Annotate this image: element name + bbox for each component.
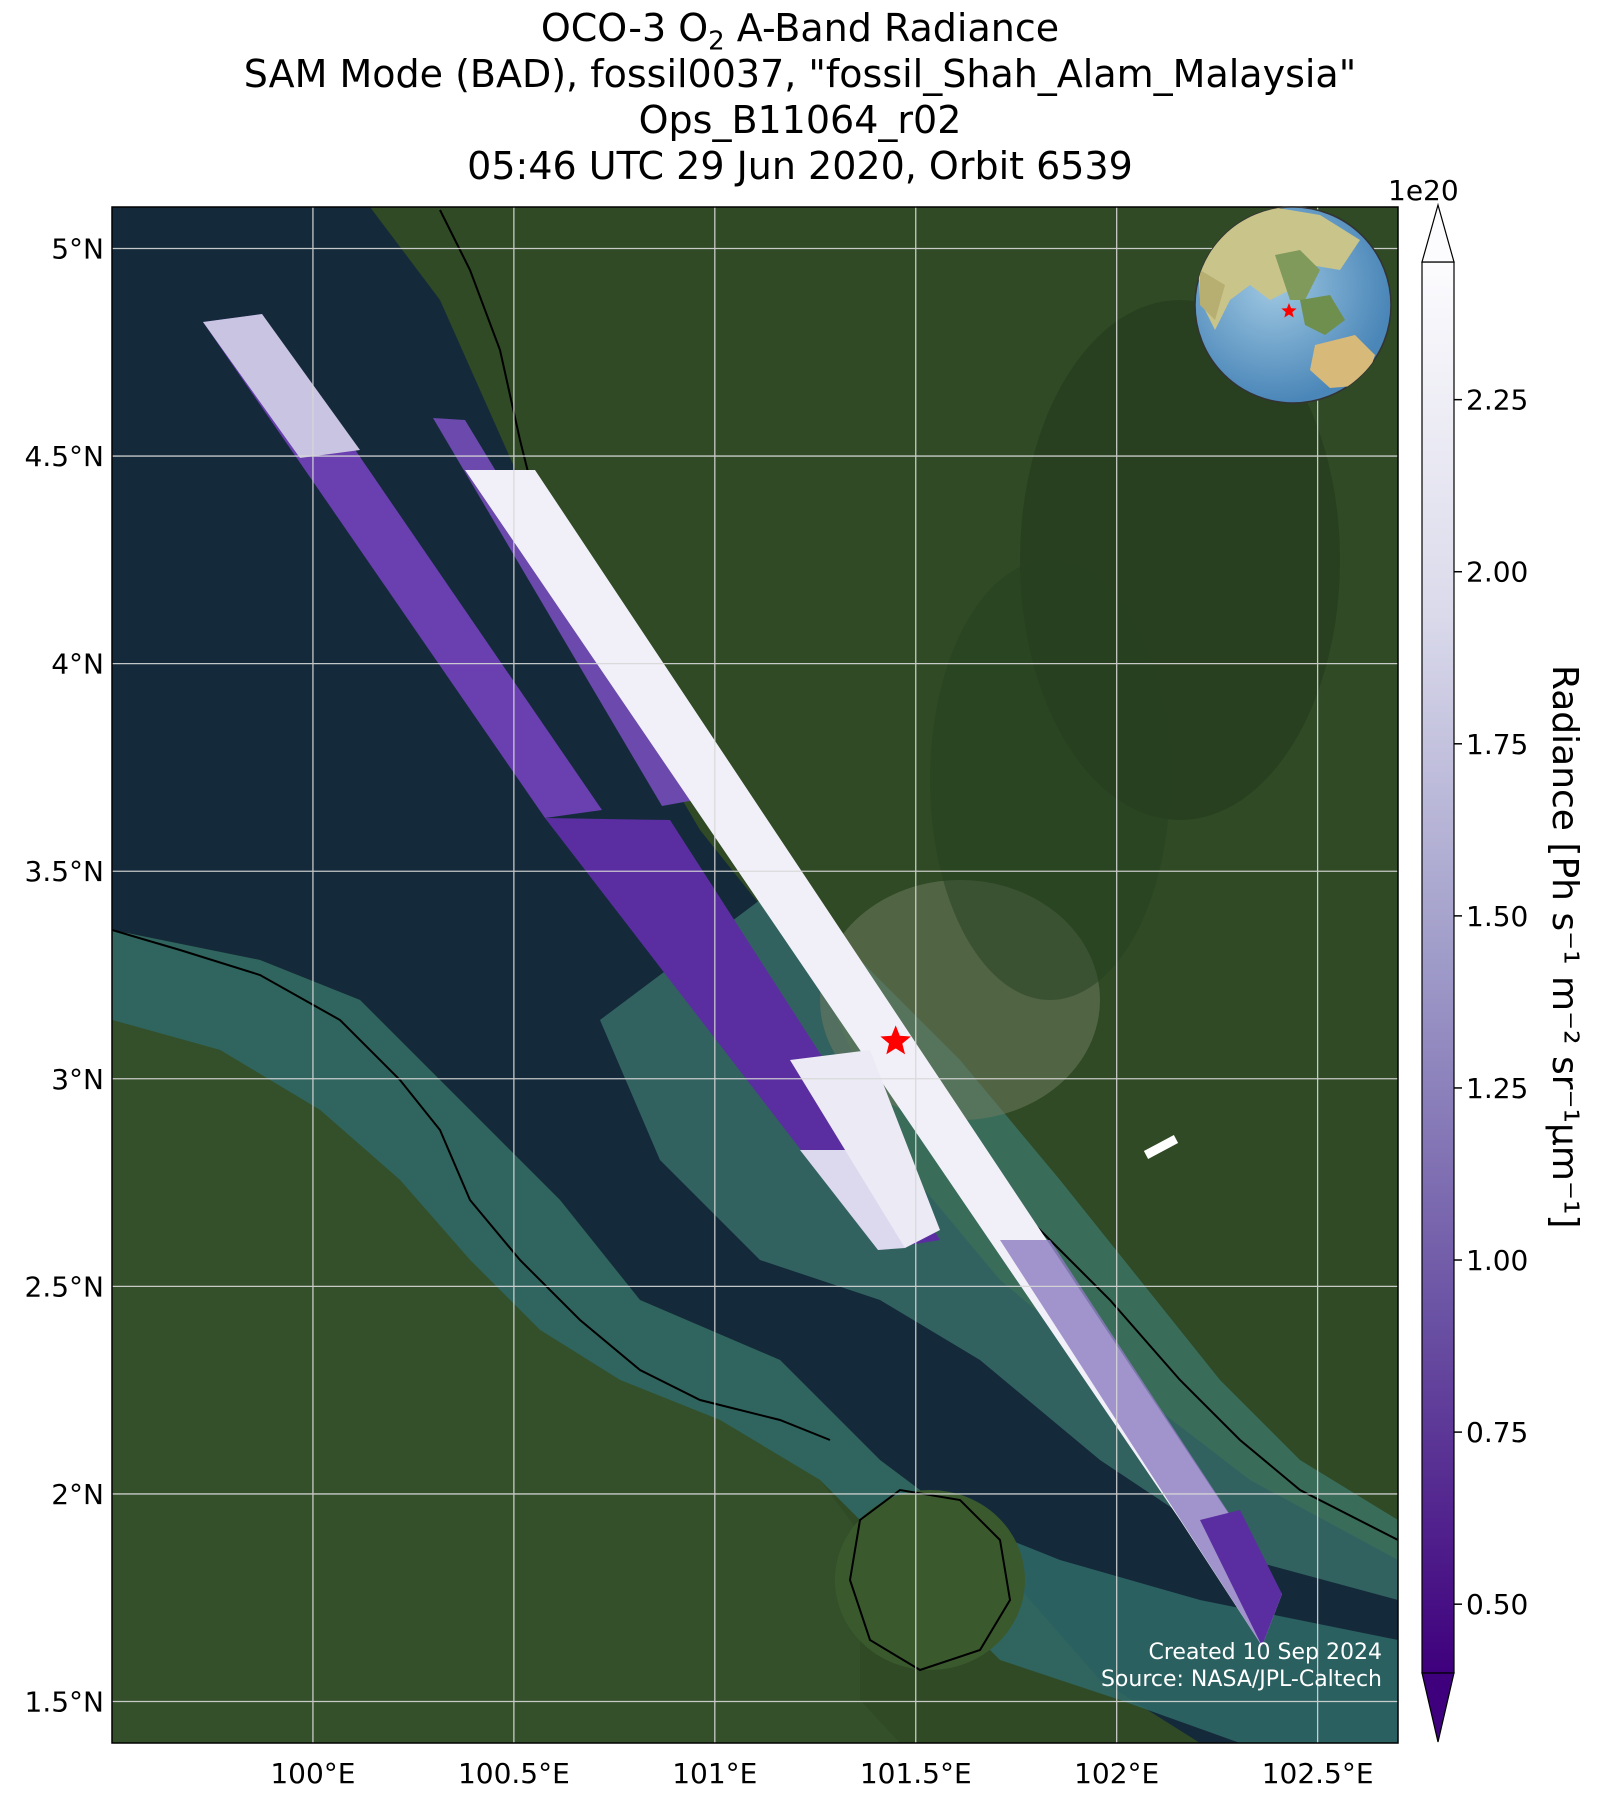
lon-tick-label: 102°E [1074, 1757, 1159, 1790]
globe-asia-land [1195, 207, 1360, 330]
title-line1: OCO-3 O2 A-Band Radiance [540, 6, 1060, 57]
colorbar-tick-label: 2.00 [1466, 556, 1528, 589]
title-line2: SAM Mode (BAD), fossil0037, "fossil_Shah… [243, 52, 1357, 96]
globe-australia [1310, 335, 1375, 388]
globe-borneo [1300, 295, 1345, 335]
lon-tick-label: 100°E [270, 1757, 355, 1790]
target-star-icon [880, 1025, 911, 1055]
colorbar-extend-bottom [1421, 1672, 1455, 1743]
lat-tick-label: 5°N [51, 233, 104, 266]
lat-tick-label: 2.5°N [25, 1270, 104, 1303]
white-dash [1143, 1135, 1179, 1159]
lat-tick-label: 4°N [51, 648, 104, 681]
globe-india [1200, 270, 1225, 320]
colorbar-label: Radiance [Ph s⁻¹ m⁻² sr⁻¹µm⁻¹] [1544, 665, 1585, 1229]
colorbar-tick-label: 1.75 [1466, 728, 1528, 761]
title-line3: Ops_B11064_r02 [638, 98, 962, 142]
lon-tick-label: 102.5°E [1262, 1757, 1374, 1790]
lon-tick-labels: 100°E 100.5°E 101°E 101.5°E 102°E 102.5°E [270, 1757, 1373, 1790]
lat-tick-label: 1.5°N [25, 1685, 104, 1718]
radiance-swaths [203, 314, 1282, 1646]
colorbar-tick-label: 1.25 [1466, 1072, 1528, 1105]
coastline-sumatra [112, 929, 831, 1441]
swath-right-lower [1000, 1240, 1282, 1646]
colorbar-tick-label: 1.00 [1466, 1244, 1528, 1277]
coastline-island [848, 1488, 1012, 1672]
globe-asia-forest [1275, 250, 1320, 300]
swath-right-tail [1200, 1510, 1282, 1646]
credit-created: Created 10 Sep 2024 [1148, 1640, 1383, 1665]
lat-tick-label: 4.5°N [25, 440, 104, 473]
lat-tick-label: 3°N [51, 1063, 104, 1096]
swath-left-top [203, 314, 360, 458]
globe-star-icon [1281, 303, 1297, 318]
title-line4: 05:46 UTC 29 Jun 2020, Orbit 6539 [467, 144, 1133, 188]
gridlines [112, 207, 1398, 1743]
swath-island [790, 1050, 940, 1248]
map-frame [111, 206, 1399, 1744]
shallow-sea-region [112, 930, 1398, 1743]
colorbar-extend-top [1421, 202, 1455, 263]
lat-tick-labels: 5°N 4.5°N 4°N 3.5°N 3°N 2.5°N 2°N 1.5°N [25, 233, 104, 1719]
colorbar-tick-label: 2.25 [1466, 384, 1528, 417]
credit-source: Source: NASA/JPL-Caltech [1100, 1667, 1382, 1692]
lon-tick-label: 100.5°E [458, 1757, 570, 1790]
lat-tick-label: 3.5°N [25, 855, 104, 888]
colorbar-body [1421, 261, 1455, 1674]
map-area [112, 207, 1398, 1743]
lon-tick-label: 101°E [672, 1757, 757, 1790]
lat-tick-label: 2°N [51, 1478, 104, 1511]
mountain-range-2 [930, 560, 1170, 1000]
colorbar-exponent: 1e20 [1388, 174, 1459, 207]
colorbar: 0.50 0.75 1.00 1.25 1.50 1.75 2.00 2.25 [1421, 202, 1528, 1743]
colorbar-ticks: 0.50 0.75 1.00 1.25 1.50 1.75 2.00 2.25 [1454, 384, 1528, 1621]
sumatra-land [112, 1020, 900, 1743]
globe-inset [1194, 206, 1392, 404]
colorbar-tick-label: 0.50 [1466, 1588, 1528, 1621]
colorbar-tick-label: 1.50 [1466, 900, 1528, 933]
lon-tick-label: 101.5°E [860, 1757, 972, 1790]
island-land [835, 1490, 1025, 1670]
colorbar-tick-label: 0.75 [1466, 1416, 1528, 1449]
